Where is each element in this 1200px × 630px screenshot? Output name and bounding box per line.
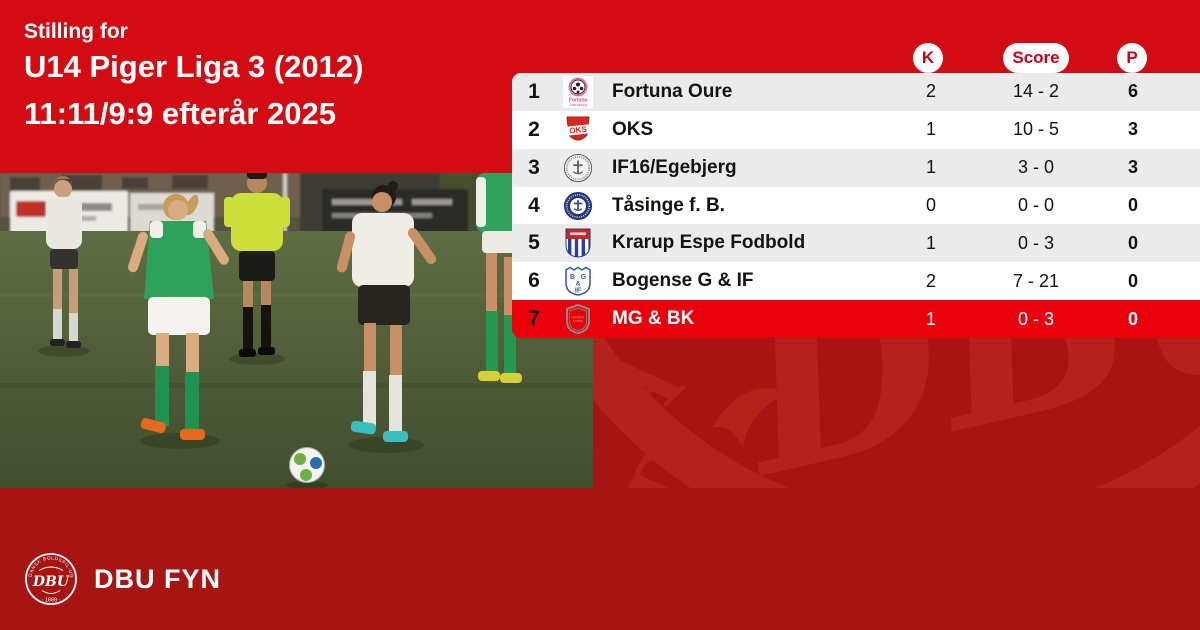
fortuna-logo-city: Svendborg: [569, 103, 586, 107]
score: 10 - 5: [1012, 119, 1060, 140]
table-row: 6 B G & IF Bogense G & IF 2 7 - 21 0: [512, 262, 1200, 301]
player-green: [128, 194, 229, 449]
score: 0 - 3: [1017, 308, 1055, 329]
points: 3: [1127, 157, 1138, 178]
score: 7 - 21: [1012, 270, 1060, 291]
club-name: IF16/Egebjerg: [612, 156, 737, 178]
club-logo-krarup-espe: [563, 227, 593, 259]
column-header-p: P: [1117, 43, 1147, 73]
position-number: 5: [528, 231, 540, 255]
table-row: 2 OKS OKS 1 10 - 5 3: [512, 110, 1200, 149]
football: [286, 447, 328, 488]
matches-played: 1: [925, 308, 936, 329]
club-name: OKS: [612, 118, 654, 140]
column-header-k: K: [913, 43, 943, 73]
points: 6: [1127, 81, 1138, 102]
points: 0: [1127, 308, 1138, 329]
watermark-wing: [712, 388, 788, 448]
matches-played: 2: [925, 81, 936, 102]
bogense-amp: &: [576, 282, 581, 288]
position-number: 2: [528, 117, 540, 141]
player-background-white: [38, 176, 90, 357]
club-name: Bogense G & IF: [612, 270, 754, 292]
matches-played: 1: [925, 119, 936, 140]
matches-played: 0: [925, 195, 936, 215]
matches-played: 1: [925, 157, 936, 178]
club-logo-oks: OKS: [563, 114, 593, 146]
referee: [224, 173, 290, 365]
points: 0: [1127, 270, 1138, 291]
matches-played: 2: [925, 270, 936, 291]
dbu-crest-logo: DANSK BOLDSPIL-UNION DBU · 1889 ·: [22, 545, 78, 614]
oks-logo-text: OKS: [569, 124, 588, 135]
bogense-letter-b: B: [570, 274, 575, 281]
table-row-highlighted: 7 MG & BK 1 0 - 3 0: [512, 300, 1200, 338]
score: 3 - 0: [1017, 157, 1055, 178]
player-white: [336, 181, 437, 453]
header-eyebrow: Stilling for: [24, 20, 128, 43]
crest-year: · 1889 ·: [42, 598, 61, 604]
club-logo-mg-bk: [563, 303, 593, 335]
table-row: 1 Fortuna Svendborg Fortuna Oure 2 14 - …: [512, 73, 1200, 111]
position-number: 1: [528, 79, 540, 103]
score: 0 - 3: [1017, 232, 1055, 253]
table-row: 4 Tåsinge f. B. 0 0 - 0 0: [512, 186, 1200, 225]
club-logo-if16-egebjerg: [563, 152, 593, 184]
page-subtitle: 11:11/9:9 efterår 2025: [24, 96, 336, 131]
crest-center-text: DBU: [32, 574, 70, 590]
points: 0: [1127, 195, 1138, 215]
club-name: MG & BK: [612, 308, 695, 330]
club-name: Tåsinge f. B.: [612, 194, 725, 216]
club-name: Krarup Espe Fodbold: [612, 232, 806, 254]
position-number: 3: [528, 155, 540, 179]
score: 14 - 2: [1012, 81, 1060, 102]
brand-name: DBU FYN: [94, 564, 221, 594]
bogense-letter-g: G: [581, 274, 587, 281]
position-number: 7: [528, 307, 540, 331]
club-logo-taasinge: [563, 190, 593, 222]
position-number: 6: [528, 269, 540, 293]
standings-table: 1 Fortuna Svendborg Fortuna Oure 2 14 - …: [512, 73, 1200, 338]
table-row: 5 Krarup Espe Fodbold 1 0 - 3 0: [512, 224, 1200, 263]
column-header-score: Score: [1003, 43, 1069, 73]
matches-played: 1: [925, 232, 936, 253]
club-logo-bogense: B G & IF: [563, 265, 593, 297]
bogense-letters-if: IF: [575, 288, 582, 295]
score: 0 - 0: [1017, 195, 1055, 215]
position-number: 4: [528, 193, 540, 217]
match-photo: [0, 173, 593, 488]
club-name: Fortuna Oure: [612, 80, 733, 102]
page-title: U14 Piger Liga 3 (2012): [24, 49, 364, 84]
points: 3: [1127, 119, 1138, 140]
fortuna-logo-text: Fortuna: [569, 97, 588, 103]
points: 0: [1127, 232, 1138, 253]
table-row: 3 IF16/Egebjerg 1 3 - 0 3: [512, 148, 1200, 187]
club-logo-fortuna-oure: Fortuna Svendborg: [563, 75, 593, 108]
